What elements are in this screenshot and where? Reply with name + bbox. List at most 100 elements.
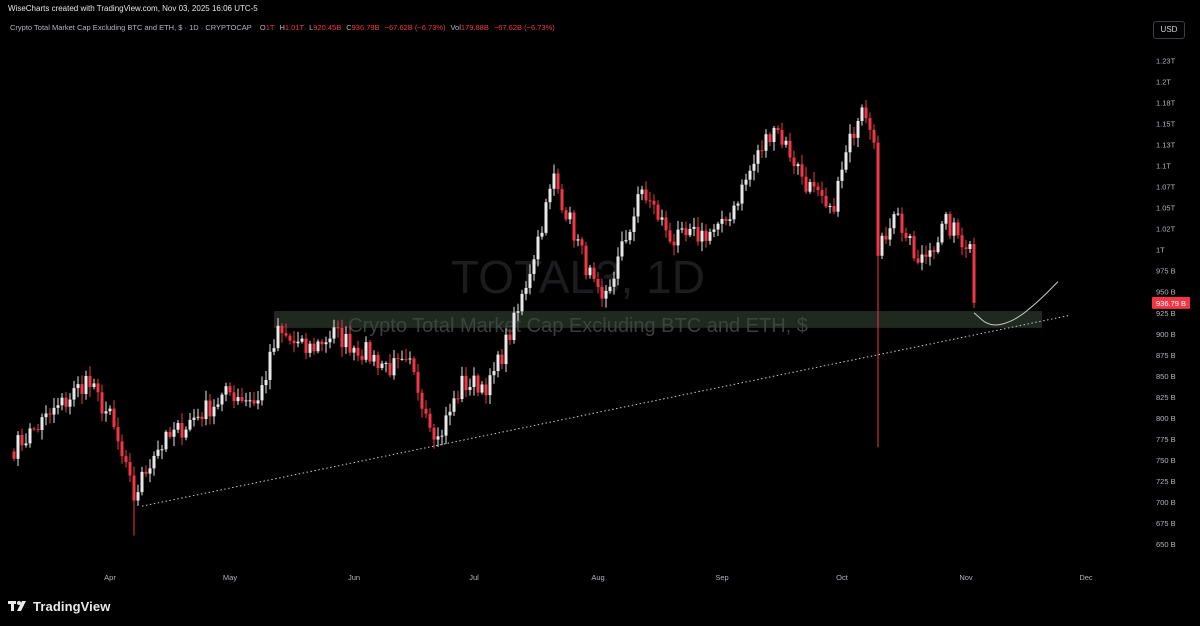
- candle-body[interactable]: [692, 226, 696, 229]
- candle-body[interactable]: [700, 230, 704, 242]
- candle-body[interactable]: [884, 235, 888, 240]
- candle-body[interactable]: [644, 189, 648, 201]
- candle-body[interactable]: [840, 169, 844, 181]
- candle-body[interactable]: [184, 429, 188, 438]
- candle-body[interactable]: [436, 436, 440, 440]
- candle-body[interactable]: [672, 241, 676, 246]
- candle-body[interactable]: [152, 455, 156, 469]
- candle-body[interactable]: [508, 334, 512, 340]
- candle-body[interactable]: [112, 408, 116, 428]
- candle-body[interactable]: [72, 388, 76, 400]
- candle-body[interactable]: [612, 278, 616, 287]
- candle-body[interactable]: [904, 232, 908, 239]
- candle-body[interactable]: [584, 245, 588, 276]
- candle-body[interactable]: [348, 334, 352, 353]
- candle-body[interactable]: [764, 134, 768, 151]
- candle-body[interactable]: [796, 164, 800, 167]
- candle-body[interactable]: [928, 250, 932, 257]
- candle-body[interactable]: [616, 256, 620, 279]
- candle-body[interactable]: [756, 150, 760, 164]
- candle-body[interactable]: [740, 184, 744, 204]
- candle-body[interactable]: [828, 206, 832, 208]
- candle-body[interactable]: [924, 254, 928, 257]
- candle-body[interactable]: [548, 188, 552, 203]
- candle-body[interactable]: [636, 194, 640, 217]
- candle-body[interactable]: [608, 286, 612, 291]
- candle-body[interactable]: [468, 386, 472, 391]
- candle-body[interactable]: [860, 107, 864, 121]
- currency-button[interactable]: USD: [1153, 21, 1185, 39]
- candle-body[interactable]: [660, 217, 664, 220]
- candle-body[interactable]: [60, 397, 64, 406]
- candle-body[interactable]: [256, 400, 260, 404]
- candle-body[interactable]: [44, 413, 48, 418]
- candle-body[interactable]: [968, 244, 972, 250]
- candle-body[interactable]: [524, 287, 528, 294]
- candle-body[interactable]: [520, 293, 524, 312]
- candle-body[interactable]: [532, 259, 536, 274]
- candle-body[interactable]: [940, 223, 944, 243]
- candle-body[interactable]: [68, 399, 72, 407]
- candle-body[interactable]: [392, 358, 396, 376]
- candle-body[interactable]: [48, 413, 52, 415]
- candle-body[interactable]: [76, 384, 80, 389]
- candle-body[interactable]: [748, 170, 752, 180]
- candle-body[interactable]: [96, 383, 100, 393]
- candle-body[interactable]: [560, 189, 564, 211]
- candle-body[interactable]: [228, 386, 232, 393]
- candle-body[interactable]: [40, 417, 44, 431]
- candle-body[interactable]: [64, 397, 68, 407]
- candle-body[interactable]: [344, 334, 348, 348]
- candle-body[interactable]: [156, 449, 160, 456]
- candle-body[interactable]: [852, 133, 856, 138]
- candle-body[interactable]: [792, 157, 796, 167]
- candle-body[interactable]: [244, 400, 248, 402]
- candle-body[interactable]: [732, 205, 736, 220]
- candle-body[interactable]: [696, 226, 700, 242]
- candle-body[interactable]: [252, 400, 256, 404]
- candle-body[interactable]: [972, 244, 976, 303]
- candle-body[interactable]: [776, 127, 780, 130]
- candle-body[interactable]: [948, 214, 952, 236]
- candle-body[interactable]: [452, 398, 456, 412]
- candle-body[interactable]: [352, 347, 356, 353]
- candle-body[interactable]: [196, 416, 200, 418]
- candle-body[interactable]: [172, 429, 176, 437]
- candle-body[interactable]: [312, 343, 316, 352]
- candle-body[interactable]: [848, 133, 852, 153]
- candle-body[interactable]: [320, 341, 324, 345]
- candle-body[interactable]: [296, 341, 300, 344]
- candle-body[interactable]: [900, 213, 904, 233]
- candle-body[interactable]: [580, 239, 584, 246]
- candle-body[interactable]: [368, 342, 372, 362]
- candle-body[interactable]: [88, 376, 92, 388]
- candle-body[interactable]: [896, 213, 900, 215]
- candle-body[interactable]: [572, 212, 576, 241]
- candle-body[interactable]: [120, 441, 124, 457]
- candle-body[interactable]: [664, 217, 668, 231]
- candle-body[interactable]: [240, 397, 244, 401]
- candle-body[interactable]: [864, 107, 868, 119]
- candle-body[interactable]: [528, 273, 532, 288]
- candle-body[interactable]: [164, 431, 168, 450]
- candle-body[interactable]: [768, 134, 772, 142]
- candle-body[interactable]: [676, 229, 680, 246]
- candle-body[interactable]: [932, 250, 936, 253]
- projection-curve[interactable]: [973, 281, 1059, 326]
- candle-body[interactable]: [812, 182, 816, 187]
- candle-body[interactable]: [56, 405, 60, 408]
- candle-body[interactable]: [432, 427, 436, 440]
- candle-body[interactable]: [880, 235, 884, 256]
- support-zone[interactable]: [274, 311, 1042, 328]
- candle-body[interactable]: [100, 392, 104, 414]
- candle-body[interactable]: [800, 164, 804, 177]
- candle-body[interactable]: [272, 348, 276, 352]
- candle-body[interactable]: [564, 210, 568, 220]
- candle-body[interactable]: [876, 142, 880, 256]
- candle-body[interactable]: [140, 471, 144, 493]
- candle-body[interactable]: [488, 375, 492, 396]
- candle-body[interactable]: [772, 127, 776, 142]
- candle-body[interactable]: [668, 230, 672, 242]
- candle-body[interactable]: [648, 200, 652, 202]
